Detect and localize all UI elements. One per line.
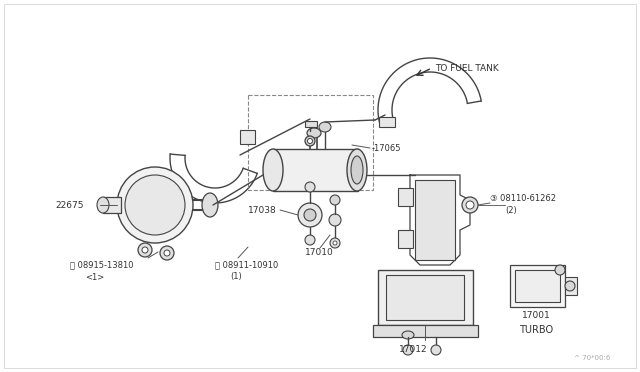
Ellipse shape — [305, 182, 315, 192]
Bar — [515, 270, 560, 302]
Ellipse shape — [305, 136, 315, 146]
Ellipse shape — [142, 247, 148, 253]
Ellipse shape — [138, 243, 152, 257]
Ellipse shape — [202, 193, 218, 217]
Ellipse shape — [431, 345, 441, 355]
Bar — [386, 275, 464, 320]
Ellipse shape — [330, 195, 340, 205]
Ellipse shape — [305, 235, 315, 245]
Bar — [273, 149, 358, 191]
Text: 17001: 17001 — [522, 311, 550, 321]
Bar — [398, 188, 413, 206]
Text: 17012: 17012 — [399, 346, 428, 355]
Text: (2): (2) — [505, 205, 516, 215]
Text: ③ 08110-61262: ③ 08110-61262 — [490, 193, 556, 202]
Bar — [373, 325, 478, 337]
Ellipse shape — [97, 197, 109, 213]
Ellipse shape — [402, 331, 414, 339]
Ellipse shape — [351, 156, 363, 184]
Ellipse shape — [555, 265, 565, 275]
Ellipse shape — [333, 241, 337, 245]
Text: ^ 70*00:6: ^ 70*00:6 — [573, 355, 610, 361]
Ellipse shape — [164, 250, 170, 256]
Text: TO FUEL TANK: TO FUEL TANK — [435, 64, 499, 73]
Text: 17010: 17010 — [305, 247, 333, 257]
Ellipse shape — [462, 197, 478, 213]
Ellipse shape — [263, 149, 283, 191]
Ellipse shape — [466, 201, 474, 209]
Bar — [378, 117, 394, 126]
Bar — [510, 265, 565, 307]
Text: Ⓝ 08911-10910: Ⓝ 08911-10910 — [215, 260, 278, 269]
Ellipse shape — [307, 128, 321, 138]
Text: 22675: 22675 — [55, 201, 83, 209]
Ellipse shape — [319, 122, 331, 132]
Ellipse shape — [347, 149, 367, 191]
Bar — [305, 121, 317, 127]
Ellipse shape — [298, 203, 322, 227]
Bar — [565, 277, 577, 295]
Ellipse shape — [329, 214, 341, 226]
Text: Ⓦ 08915-13810: Ⓦ 08915-13810 — [70, 260, 134, 269]
Ellipse shape — [117, 167, 193, 243]
Ellipse shape — [565, 281, 575, 291]
Bar — [398, 230, 413, 248]
Bar — [103, 197, 121, 213]
Ellipse shape — [125, 175, 185, 235]
Text: (1): (1) — [230, 273, 242, 282]
Text: -17065: -17065 — [372, 144, 401, 153]
Text: TURBO: TURBO — [519, 325, 553, 335]
Ellipse shape — [330, 238, 340, 248]
Ellipse shape — [304, 209, 316, 221]
Bar — [240, 130, 255, 144]
Bar — [248, 95, 373, 190]
Ellipse shape — [307, 138, 312, 144]
Text: 17038: 17038 — [248, 205, 276, 215]
Bar — [415, 180, 455, 260]
Ellipse shape — [160, 246, 174, 260]
Ellipse shape — [403, 345, 413, 355]
Text: <1>: <1> — [85, 273, 104, 282]
Polygon shape — [410, 175, 470, 265]
Bar — [378, 270, 473, 325]
